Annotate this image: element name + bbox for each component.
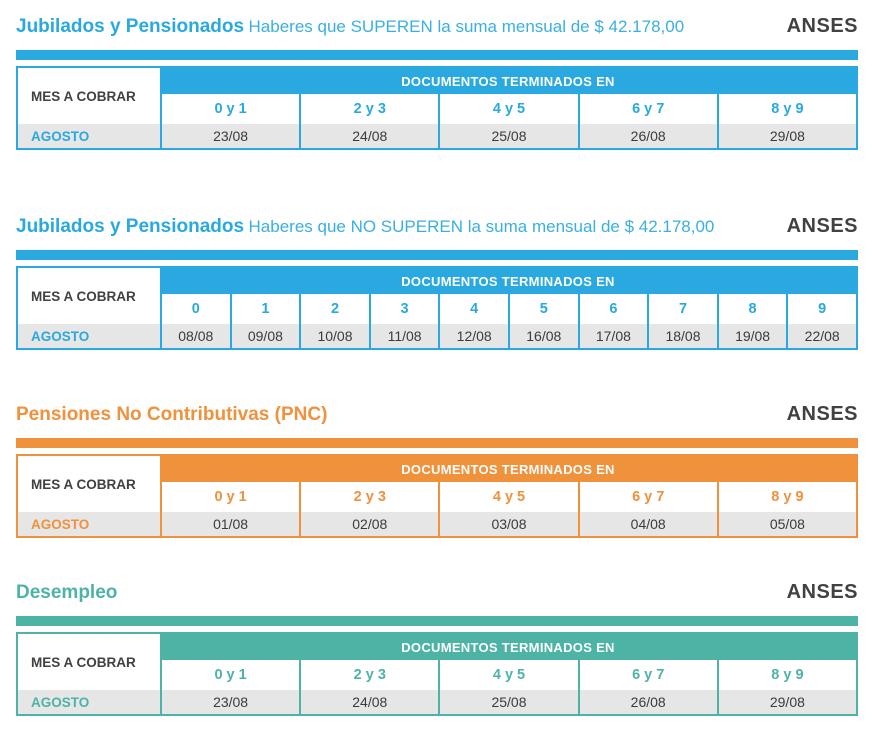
payment-date-cell: 18/08 bbox=[647, 324, 717, 348]
payment-date-cell: 29/08 bbox=[716, 124, 856, 148]
doc-ending-header: 2 y 3 bbox=[299, 482, 439, 512]
doc-ending-header: 4 y 5 bbox=[438, 482, 578, 512]
payment-date-cell: 23/08 bbox=[160, 690, 300, 714]
section-title-text: Pensiones No Contributivas (PNC) bbox=[16, 404, 328, 425]
payment-date-cell: 26/08 bbox=[577, 124, 717, 148]
section-header: Jubilados y Pensionados Haberes que SUPE… bbox=[16, 14, 858, 40]
doc-ending-header: 6 y 7 bbox=[577, 482, 717, 512]
accent-bar bbox=[16, 438, 858, 448]
section-jubilados-superen: Jubilados y Pensionados Haberes que SUPE… bbox=[16, 14, 858, 150]
doc-ending-header: 3 bbox=[368, 294, 439, 324]
doc-ending-header: 6 bbox=[577, 294, 648, 324]
doc-ending-header: 0 y 1 bbox=[160, 660, 300, 690]
month-cell: AGOSTO bbox=[18, 512, 160, 536]
section-subtitle-text: Haberes que NO SUPEREN la suma mensual d… bbox=[248, 217, 715, 236]
payment-date-cell: 22/08 bbox=[786, 324, 856, 348]
payment-table: MES A COBRAR DOCUMENTOS TERMINADOS EN 0 … bbox=[16, 66, 858, 150]
doc-ending-header: 8 bbox=[716, 294, 787, 324]
doc-ending-header: 1 bbox=[229, 294, 300, 324]
doc-ending-header: 8 y 9 bbox=[716, 94, 856, 124]
payment-date-cell: 02/08 bbox=[299, 512, 439, 536]
section-header: Jubilados y Pensionados Haberes que NO S… bbox=[16, 214, 858, 240]
doc-ending-header: 0 y 1 bbox=[160, 482, 300, 512]
section-header: Desempleo ANSES bbox=[16, 580, 858, 606]
doc-ending-header: 0 bbox=[160, 294, 230, 324]
payment-date-cell: 11/08 bbox=[368, 324, 439, 348]
payment-table: MES A COBRAR DOCUMENTOS TERMINADOS EN 0 … bbox=[16, 632, 858, 716]
month-cell: AGOSTO bbox=[18, 690, 160, 714]
doc-ending-header: 2 y 3 bbox=[299, 660, 439, 690]
section-desempleo: Desempleo ANSES MES A COBRAR DOCUMENTOS … bbox=[16, 580, 858, 716]
payment-date-cell: 08/08 bbox=[160, 324, 230, 348]
payment-date-cell: 03/08 bbox=[438, 512, 578, 536]
anses-wordmark: ANSES bbox=[786, 581, 858, 603]
doc-ending-header: 6 y 7 bbox=[577, 660, 717, 690]
doc-ending-header: 0 y 1 bbox=[160, 94, 300, 124]
payment-table: MES A COBRAR DOCUMENTOS TERMINADOS EN 0 … bbox=[16, 266, 858, 350]
month-cell: AGOSTO bbox=[18, 324, 160, 348]
accent-bar bbox=[16, 50, 858, 60]
section-title-text: Jubilados y Pensionados bbox=[16, 216, 245, 237]
row-header-cell: MES A COBRAR bbox=[18, 634, 160, 690]
accent-bar bbox=[16, 616, 858, 626]
month-cell: AGOSTO bbox=[18, 124, 160, 148]
row-header-cell: MES A COBRAR bbox=[18, 68, 160, 124]
doc-ending-header: 8 y 9 bbox=[716, 482, 856, 512]
section-title-text: Jubilados y Pensionados bbox=[16, 16, 245, 37]
payment-date-cell: 24/08 bbox=[299, 124, 439, 148]
doc-ending-header: 2 bbox=[299, 294, 369, 324]
payment-date-cell: 23/08 bbox=[160, 124, 300, 148]
anses-wordmark: ANSES bbox=[786, 215, 858, 237]
accent-bar bbox=[16, 250, 858, 260]
payment-date-cell: 25/08 bbox=[438, 124, 578, 148]
doc-ending-header: 2 y 3 bbox=[299, 94, 439, 124]
section-title: Pensiones No Contributivas (PNC) bbox=[16, 403, 327, 428]
doc-ending-header: 6 y 7 bbox=[577, 94, 717, 124]
payment-date-cell: 09/08 bbox=[229, 324, 300, 348]
doc-ending-header: 9 bbox=[786, 294, 856, 324]
doc-ending-header: 5 bbox=[507, 294, 578, 324]
doc-ending-header: 4 y 5 bbox=[438, 660, 578, 690]
doc-ending-header: 8 y 9 bbox=[716, 660, 856, 690]
payment-date-cell: 25/08 bbox=[438, 690, 578, 714]
section-title: Jubilados y Pensionados Haberes que SUPE… bbox=[16, 15, 684, 40]
anses-wordmark: ANSES bbox=[786, 15, 858, 37]
group-header-cell: DOCUMENTOS TERMINADOS EN bbox=[160, 68, 856, 94]
payment-date-cell: 17/08 bbox=[577, 324, 648, 348]
group-header-cell: DOCUMENTOS TERMINADOS EN bbox=[160, 456, 856, 482]
payment-date-cell: 05/08 bbox=[716, 512, 856, 536]
section-title: Jubilados y Pensionados Haberes que NO S… bbox=[16, 215, 714, 240]
row-header-cell: MES A COBRAR bbox=[18, 268, 160, 324]
payment-date-cell: 16/08 bbox=[507, 324, 578, 348]
section-jubilados-no-superen: Jubilados y Pensionados Haberes que NO S… bbox=[16, 214, 858, 350]
group-header-cell: DOCUMENTOS TERMINADOS EN bbox=[160, 268, 856, 294]
row-header-cell: MES A COBRAR bbox=[18, 456, 160, 512]
payment-date-cell: 01/08 bbox=[160, 512, 300, 536]
payment-date-cell: 12/08 bbox=[438, 324, 508, 348]
section-pnc: Pensiones No Contributivas (PNC) ANSES M… bbox=[16, 402, 858, 538]
payment-date-cell: 26/08 bbox=[577, 690, 717, 714]
doc-ending-header: 4 bbox=[438, 294, 508, 324]
section-header: Pensiones No Contributivas (PNC) ANSES bbox=[16, 402, 858, 428]
section-subtitle-text: Haberes que SUPEREN la suma mensual de $… bbox=[248, 17, 685, 36]
group-header-cell: DOCUMENTOS TERMINADOS EN bbox=[160, 634, 856, 660]
doc-ending-header: 7 bbox=[647, 294, 717, 324]
payment-date-cell: 29/08 bbox=[716, 690, 856, 714]
payment-date-cell: 10/08 bbox=[299, 324, 369, 348]
section-title-text: Desempleo bbox=[16, 582, 118, 603]
payment-date-cell: 24/08 bbox=[299, 690, 439, 714]
section-title: Desempleo bbox=[16, 581, 117, 606]
doc-ending-header: 4 y 5 bbox=[438, 94, 578, 124]
payment-date-cell: 04/08 bbox=[577, 512, 717, 536]
payment-table: MES A COBRAR DOCUMENTOS TERMINADOS EN 0 … bbox=[16, 454, 858, 538]
anses-wordmark: ANSES bbox=[786, 403, 858, 425]
payment-date-cell: 19/08 bbox=[716, 324, 787, 348]
